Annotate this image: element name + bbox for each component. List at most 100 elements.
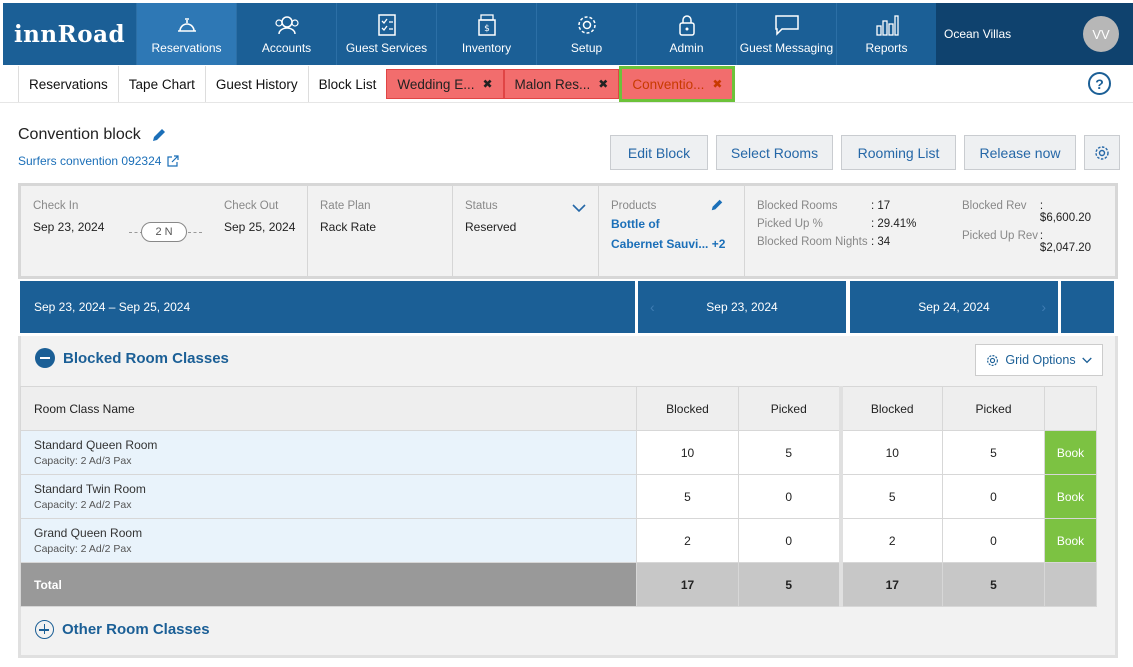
nav-accounts[interactable]: Accounts (236, 3, 336, 65)
tab-malon[interactable]: Malon Res... ✖ (503, 69, 620, 99)
nav-label: Inventory (461, 41, 512, 55)
pencil-icon[interactable] (151, 127, 167, 143)
bell-icon (177, 18, 196, 32)
nav-inventory[interactable]: $ Inventory (436, 3, 536, 65)
lock-icon (678, 15, 695, 36)
tab-tape-chart[interactable]: Tape Chart (117, 66, 205, 102)
total-picked: 5 (738, 562, 843, 607)
select-rooms-button[interactable]: Select Rooms (716, 135, 833, 170)
block-title-text: Convention block (18, 126, 141, 143)
date-label: Sep 23, 2024 (706, 300, 778, 314)
gear-icon (577, 16, 596, 34)
book-button[interactable]: Book (1044, 518, 1097, 563)
rooming-list-button[interactable]: Rooming List (841, 135, 956, 170)
rateplan-value: Rack Rate (320, 220, 377, 234)
close-icon[interactable]: ✖ (712, 77, 723, 91)
message-icon (774, 15, 799, 36)
room-stats: Blocked Rooms: 17 Picked Up %: 29.41% Bl… (745, 186, 948, 276)
tab-convention[interactable]: Conventio... ✖ (619, 66, 736, 102)
nav-guest-messaging[interactable]: Guest Messaging (736, 3, 836, 65)
picked-cell: 0 (738, 474, 843, 519)
product-link-2[interactable]: Cabernet Sauvi... +2 (611, 234, 732, 254)
stat-picked-up-pct: Picked Up %: 29.41% (757, 218, 936, 230)
page-title: Convention block (18, 126, 167, 144)
col-room-class: Room Class Name (20, 386, 637, 431)
product-name: Cabernet Sauvi... (611, 237, 709, 251)
status-label: Status (465, 200, 498, 212)
stat-label: Blocked Room Nights (757, 236, 868, 248)
revenue-stats: Blocked Rev: $6,600.20 Picked Up Rev: $2… (948, 186, 1108, 276)
date-range: Sep 23, 2024 – Sep 25, 2024 (34, 300, 191, 314)
tab-guest-history[interactable]: Guest History (204, 66, 308, 102)
nav-reservations[interactable]: Reservations (136, 3, 236, 65)
avatar[interactable]: VV (1083, 16, 1119, 52)
chevron-left-icon[interactable]: ‹ (650, 299, 655, 315)
stat-value: : 29.41% (871, 218, 917, 230)
col-picked: Picked (738, 386, 843, 431)
chevron-down-icon (1081, 357, 1092, 363)
status-dropdown[interactable]: Status Reserved (453, 186, 599, 276)
top-navigation: innRoad Reservations Accounts Guest Serv… (3, 3, 1133, 65)
room-class-name: Grand Queen Room (34, 526, 143, 540)
block-subtitle-link[interactable]: Surfers convention 092324 (18, 154, 180, 168)
status-value: Reserved (465, 220, 517, 234)
nav-label: Accounts (261, 41, 312, 55)
divider (188, 232, 202, 233)
edit-block-button[interactable]: Edit Block (610, 135, 708, 170)
property-name[interactable]: Ocean Villas (936, 3, 1076, 65)
stat-label: Picked Up Rev (962, 230, 1039, 242)
tab-wedding[interactable]: Wedding E... ✖ (386, 69, 504, 99)
col-blocked: Blocked (840, 386, 943, 431)
grid-options-button[interactable]: Grid Options (975, 344, 1103, 376)
bar-chart-icon (875, 15, 899, 36)
chevron-right-icon[interactable]: › (1041, 299, 1046, 315)
nights-badge: 2 N (141, 222, 187, 242)
nav-admin[interactable]: Admin (636, 3, 736, 65)
other-room-classes-toggle[interactable]: Other Room Classes (35, 620, 210, 639)
tab-block-list[interactable]: Block List (307, 66, 387, 102)
nav-guest-services[interactable]: Guest Services (336, 3, 436, 65)
block-summary: Check In Sep 23, 2024 2 N Check Out Sep … (18, 183, 1118, 279)
tab-reservations[interactable]: Reservations (18, 66, 118, 102)
product-link[interactable]: Bottle of (611, 217, 660, 231)
expand-icon (35, 620, 54, 639)
checkin-label: Check In (33, 200, 79, 212)
room-class-name: Standard Queen Room (34, 438, 158, 452)
close-icon[interactable]: ✖ (598, 77, 609, 91)
close-icon[interactable]: ✖ (482, 77, 493, 91)
room-capacity: Capacity: 2 Ad/3 Pax (34, 455, 132, 467)
room-class-cell: Standard Queen Room Capacity: 2 Ad/3 Pax (20, 430, 637, 475)
blocked-cell[interactable]: 5 (840, 474, 943, 519)
help-icon[interactable]: ? (1088, 72, 1111, 95)
settings-button[interactable] (1084, 135, 1120, 170)
stat-value: : $2,047.20 (1039, 230, 1092, 254)
table-row: Grand Queen Room Capacity: 2 Ad/2 Pax 2 0… (20, 518, 1097, 563)
pencil-icon[interactable] (710, 198, 724, 212)
blocked-cell[interactable]: 2 (840, 518, 943, 563)
total-row: Total 17 5 17 5 (20, 562, 1097, 607)
table-row: Standard Queen Room Capacity: 2 Ad/3 Pax … (20, 430, 1097, 475)
col-action (1044, 386, 1097, 431)
blocked-cell[interactable]: 2 (636, 518, 739, 563)
book-button[interactable]: Book (1044, 474, 1097, 519)
tab-label: Malon Res... (514, 76, 591, 92)
blocked-cell[interactable]: 10 (636, 430, 739, 475)
nav-setup[interactable]: Setup (536, 3, 636, 65)
nav-label: Reservations (151, 41, 222, 55)
blocked-cell[interactable]: 5 (636, 474, 739, 519)
checkout-value: Sep 25, 2024 (224, 220, 296, 234)
users-icon (274, 16, 299, 35)
picked-cell: 0 (942, 474, 1045, 519)
book-button[interactable]: Book (1044, 430, 1097, 475)
blocked-cell[interactable]: 10 (840, 430, 943, 475)
product-more[interactable]: +2 (711, 237, 726, 251)
room-class-cell: Standard Twin Room Capacity: 2 Ad/2 Pax (20, 474, 637, 519)
tab-label: Wedding E... (397, 76, 475, 92)
brand-logo[interactable]: innRoad (13, 20, 126, 48)
nav-label: Setup (570, 41, 603, 55)
products-label: Products (611, 200, 657, 212)
blocked-room-classes-toggle[interactable]: Blocked Room Classes (35, 348, 229, 368)
total-blocked: 17 (636, 562, 739, 607)
release-now-button[interactable]: Release now (964, 135, 1076, 170)
nav-reports[interactable]: Reports (836, 3, 936, 65)
